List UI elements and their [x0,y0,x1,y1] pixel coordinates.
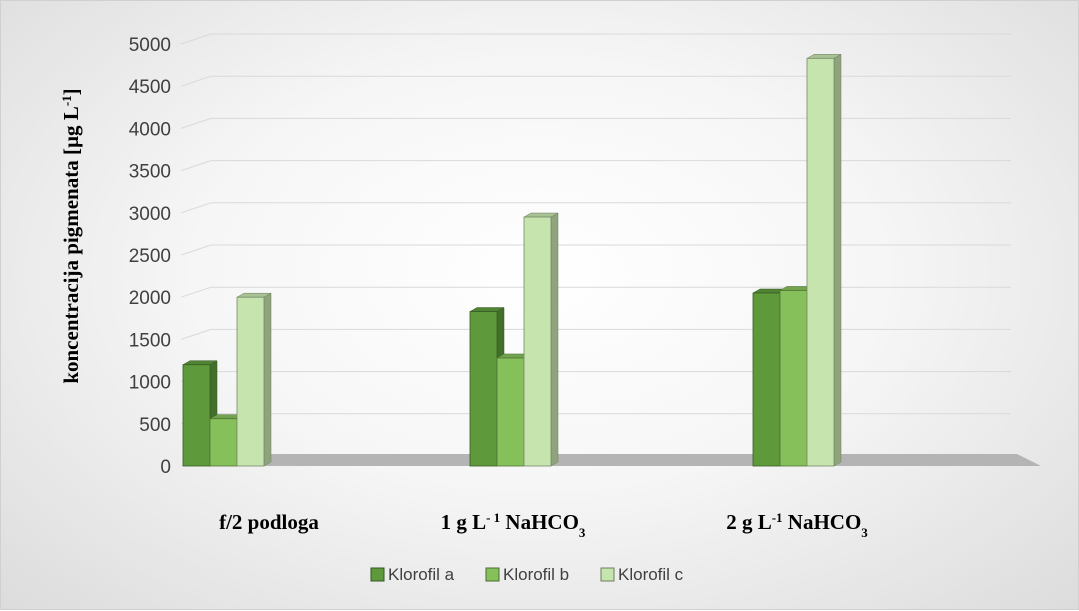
bar-front [752,292,781,467]
x-category-label: f/2 podloga [219,510,319,534]
gridline-slant [180,33,212,45]
bar-front [469,311,498,467]
bar-front [209,418,238,467]
legend: Klorofil a Klorofil b Klorofil c [370,565,684,584]
bar-front [779,290,808,467]
y-tick-label: 1000 [129,373,171,394]
legend-label: Klorofil b [503,565,569,584]
legend-item: Klorofil b [485,565,569,584]
gridline-slant [180,286,212,298]
bar-front [523,216,552,467]
gridline-slant [180,160,212,172]
bar-front [806,57,835,467]
legend-item: Klorofil c [600,565,684,584]
gridline-slant [180,117,212,129]
gridline-slant [180,75,212,87]
gridlines [180,33,1011,425]
legend-item: Klorofil a [370,565,455,584]
y-tick-label: 3500 [129,162,171,183]
y-tick-label: 4500 [129,77,171,98]
y-tick-label: 2000 [129,288,171,309]
bar-side [833,53,842,467]
gridline-slant [180,244,212,256]
bar-front [496,357,525,467]
y-tick-label: 0 [160,457,171,478]
y-tick-label: 4000 [129,119,171,140]
bar-side [263,292,272,467]
bar-side [550,212,559,467]
bar [806,53,842,467]
y-tick-label: 3000 [129,204,171,225]
legend-swatch [485,567,500,582]
bar [236,292,272,467]
y-axis-label: koncentracija pigmenata [µg L-1] [59,88,84,383]
bar-front [182,364,211,467]
gridline-slant [180,328,212,340]
x-category-label: 2 g L-1 NaHCO3 [726,510,868,540]
bar [523,212,559,467]
legend-label: Klorofil a [388,565,455,584]
legend-swatch [600,567,615,582]
x-category-label: 1 g L- 1 NaHCO3 [441,510,586,540]
y-tick-label: 2500 [129,246,171,267]
y-tick-label: 1500 [129,330,171,351]
y-tick-label: 500 [139,415,171,436]
chart-floor-top [181,454,1041,466]
y-tick-label: 5000 [129,35,171,56]
legend-label: Klorofil c [618,565,684,584]
gridline-slant [180,202,212,214]
bar [469,307,505,467]
bar-front [236,296,265,467]
legend-swatch [370,567,385,582]
